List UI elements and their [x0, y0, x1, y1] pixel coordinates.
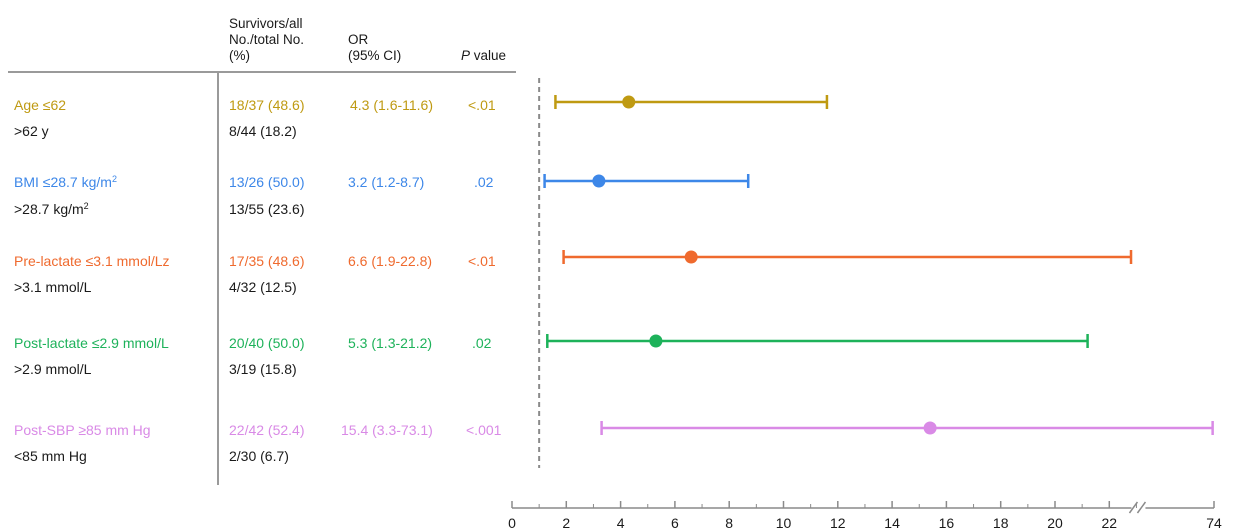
header-or-line2: (95% CI) — [348, 48, 402, 63]
axis-break-mark-2 — [1136, 501, 1147, 514]
point-estimate-1 — [622, 95, 636, 109]
row-4-count-primary: 20/40 (50.0) — [229, 335, 305, 351]
point-estimate-5 — [923, 421, 937, 435]
header-p-italic: P — [461, 48, 471, 63]
row-1-or: 4.3 (1.6-11.6) — [350, 97, 434, 113]
row-1-count-primary: 18/37 (48.6) — [229, 97, 305, 113]
row-5-count-secondary: 2/30 (6.7) — [229, 448, 289, 464]
row-2-label-secondary: >28.7 kg/m2 — [14, 201, 89, 217]
row-1-p: <.01 — [468, 97, 496, 113]
x-tick-label-12: 12 — [830, 515, 846, 531]
header-count-line2: No./total No. — [229, 32, 305, 47]
row-2-count-primary: 13/26 (50.0) — [229, 174, 305, 190]
row-2-p: .02 — [474, 174, 494, 190]
x-tick-label-8: 8 — [725, 515, 733, 531]
x-tick-label-0: 0 — [508, 515, 516, 531]
x-tick-label-22: 22 — [1102, 515, 1118, 531]
row-3-count-secondary: 4/32 (12.5) — [229, 279, 297, 295]
row-4-count-secondary: 3/19 (15.8) — [229, 361, 297, 377]
x-tick-label-16: 16 — [939, 515, 955, 531]
axis-break-mark-1 — [1128, 501, 1139, 514]
x-tick-label-20: 20 — [1047, 515, 1063, 531]
row-4-or: 5.3 (1.3-21.2) — [348, 335, 433, 351]
row-2-label-primary: BMI ≤28.7 kg/m2 — [14, 174, 117, 190]
row-1-label-primary: Age ≤62 — [14, 97, 67, 113]
row-5-label-primary: Post-SBP ≥85 mm Hg — [14, 422, 151, 438]
point-estimate-4 — [649, 334, 663, 348]
row-1-label-secondary: >62 y — [14, 123, 49, 139]
row-4-label-secondary: >2.9 mmol/L — [14, 361, 92, 377]
header-or: OR (95% CI) — [348, 32, 401, 64]
x-tick-label-10: 10 — [776, 515, 792, 531]
row-3-or: 6.6 (1.9-22.8) — [348, 253, 433, 269]
header-count-line1: Survivors/all — [229, 16, 303, 31]
column-divider — [217, 72, 219, 485]
x-tick-label-18: 18 — [993, 515, 1009, 531]
x-tick-label-14: 14 — [884, 515, 900, 531]
row-3-count-primary: 17/35 (48.6) — [229, 253, 305, 269]
row-1-count-secondary: 8/44 (18.2) — [229, 123, 297, 139]
header-or-line1: OR — [348, 32, 369, 47]
row-2-count-secondary: 13/55 (23.6) — [229, 201, 305, 217]
point-estimate-3 — [684, 250, 698, 264]
row-5-p: <.001 — [466, 422, 502, 438]
row-2-or: 3.2 (1.2-8.7) — [348, 174, 425, 190]
row-3-p: <.01 — [468, 253, 496, 269]
x-tick-label-4: 4 — [617, 515, 625, 531]
row-5-or: 15.4 (3.3-73.1) — [341, 422, 433, 438]
header-p-value: P value — [461, 48, 506, 64]
row-4-label-primary: Post-lactate ≤2.9 mmol/L — [14, 335, 169, 351]
header-count: Survivors/all No./total No. (%) — [229, 16, 304, 64]
header-p-rest: value — [470, 48, 507, 63]
x-tick-label-6: 6 — [671, 515, 679, 531]
point-estimate-2 — [592, 174, 606, 188]
header-divider — [8, 71, 516, 73]
header-count-line3: (%) — [229, 48, 250, 63]
row-3-label-primary: Pre-lactate ≤3.1 mmol/Lz — [14, 253, 170, 269]
row-4-p: .02 — [472, 335, 492, 351]
x-tick-label-2: 2 — [562, 515, 570, 531]
row-5-label-secondary: <85 mm Hg — [14, 448, 87, 464]
row-5-count-primary: 22/42 (52.4) — [229, 422, 305, 438]
row-3-label-secondary: >3.1 mmol/L — [14, 279, 92, 295]
x-tick-label-74: 74 — [1206, 515, 1222, 531]
